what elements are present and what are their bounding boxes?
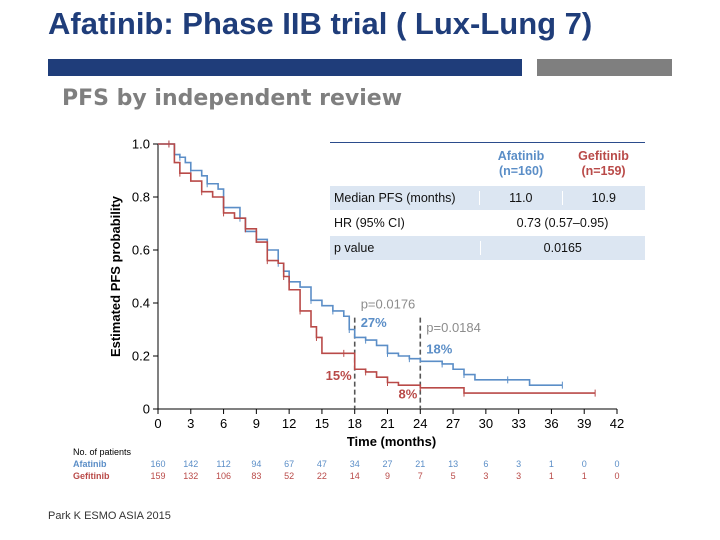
at-risk-value: 3	[516, 459, 521, 469]
at-risk-value: 83	[251, 471, 261, 481]
x-tick-label: 39	[577, 416, 591, 431]
table-row-label: Median PFS (months)	[334, 191, 456, 205]
annotation-label: 15%	[326, 368, 352, 383]
y-tick-label: 0.2	[132, 349, 150, 364]
table-header-row: Afatinib (n=160) Gefitinib (n=159)	[330, 142, 645, 185]
table-cell-value: 0.73 (0.57–0.95)	[516, 216, 609, 230]
at-risk-value: 3	[516, 471, 521, 481]
x-tick-label: 27	[446, 416, 460, 431]
x-tick-label: 6	[220, 416, 227, 431]
at-risk-value: 21	[415, 459, 425, 469]
at-risk-value: 3	[483, 471, 488, 481]
title-underline-gray	[537, 59, 672, 76]
annotation-label: p=0.0184	[426, 320, 481, 335]
table-row-hr: HR (95% CI) 0.73 (0.57–0.95)	[330, 210, 645, 235]
x-tick-label: 33	[511, 416, 525, 431]
at-risk-value: 132	[183, 471, 198, 481]
annotation-label: p=0.0176	[361, 296, 416, 311]
y-tick-label: 1.0	[132, 137, 150, 152]
summary-table: Afatinib (n=160) Gefitinib (n=159) Median …	[330, 142, 645, 260]
at-risk-value: 6	[483, 459, 488, 469]
at-risk-value: 0	[582, 459, 587, 469]
x-tick-label: 9	[253, 416, 260, 431]
x-tick-label: 12	[282, 416, 296, 431]
at-risk-value: 47	[317, 459, 327, 469]
at-risk-value: 5	[451, 471, 456, 481]
x-tick-label: 15	[315, 416, 329, 431]
at-risk-value: 27	[382, 459, 392, 469]
at-risk-value: 34	[350, 459, 360, 469]
x-tick-label: 3	[187, 416, 194, 431]
at-risk-title: No. of patients	[73, 447, 132, 457]
y-tick-label: 0	[143, 402, 150, 417]
at-risk-value: 52	[284, 471, 294, 481]
at-risk-value: 0	[614, 459, 619, 469]
at-risk-row-label: Afatinib	[73, 459, 107, 469]
table-cell-gefitinib: 10.9	[561, 191, 645, 205]
y-tick-label: 0.6	[132, 243, 150, 258]
at-risk-value: 67	[284, 459, 294, 469]
y-tick-label: 0.8	[132, 190, 150, 205]
afatinib-column-header: Afatinib (n=160)	[497, 149, 545, 178]
at-risk-value: 1	[582, 471, 587, 481]
at-risk-value: 9	[385, 471, 390, 481]
table-cell-afatinib: 11.0	[479, 191, 561, 205]
at-risk-value: 112	[216, 459, 230, 469]
citation: Park K ESMO ASIA 2015	[48, 510, 171, 522]
x-tick-label: 30	[479, 416, 493, 431]
x-axis-label: Time (months)	[347, 434, 436, 449]
slide-subtitle: PFS by independent review	[62, 86, 403, 111]
x-tick-label: 18	[347, 416, 361, 431]
x-tick-label: 36	[544, 416, 558, 431]
at-risk-value: 7	[418, 471, 423, 481]
table-row-label: p value	[334, 241, 375, 255]
at-risk-value: 94	[251, 459, 261, 469]
annotation-label: 8%	[398, 386, 417, 401]
at-risk-value: 142	[183, 459, 198, 469]
table-row-label: HR (95% CI)	[334, 216, 405, 230]
at-risk-value: 159	[150, 471, 165, 481]
x-tick-label: 24	[413, 416, 427, 431]
x-tick-label: 42	[610, 416, 624, 431]
at-risk-value: 160	[150, 459, 165, 469]
x-tick-label: 0	[154, 416, 161, 431]
at-risk-row-label: Gefitinib	[73, 471, 110, 481]
at-risk-value: 1	[549, 471, 554, 481]
y-tick-label: 0.4	[132, 296, 150, 311]
at-risk-value: 1	[549, 459, 554, 469]
at-risk-value: 106	[216, 471, 231, 481]
at-risk-value: 13	[448, 459, 458, 469]
gefitinib-column-header: Gefitinib (n=159)	[578, 149, 629, 178]
table-row-median-pfs: Median PFS (months) 11.0 10.9	[330, 185, 645, 210]
slide-title: Afatinib: Phase IIB trial ( Lux-Lung 7)	[48, 6, 593, 41]
annotation-label: 27%	[361, 315, 387, 330]
y-axis-label: Estimated PFS probability	[108, 195, 123, 357]
table-cell-value: 0.0165	[479, 241, 645, 255]
at-risk-value: 14	[350, 471, 360, 481]
x-tick-label: 21	[380, 416, 394, 431]
at-risk-value: 22	[317, 471, 327, 481]
table-row-p-value: p value 0.0165	[330, 235, 645, 260]
annotation-label: 18%	[426, 341, 452, 356]
series-line-afatinib	[158, 143, 563, 386]
title-underline-blue	[48, 59, 522, 76]
at-risk-value: 0	[614, 471, 619, 481]
